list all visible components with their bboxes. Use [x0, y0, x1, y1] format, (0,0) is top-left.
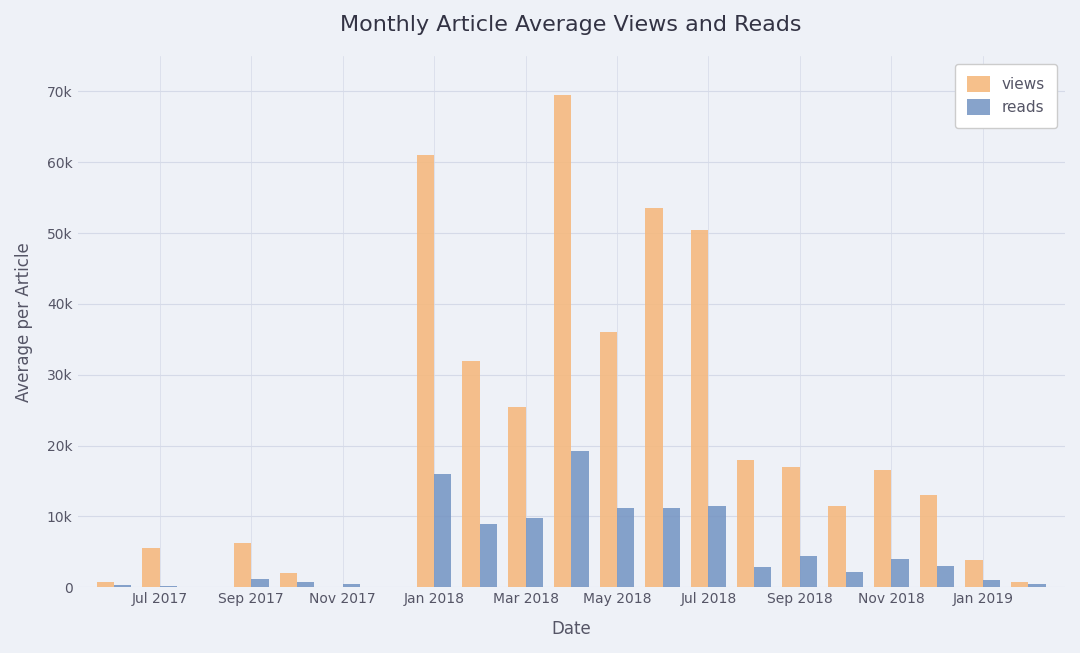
Bar [234, 543, 252, 587]
Bar [783, 467, 800, 587]
Y-axis label: Average per Article: Average per Article [15, 242, 33, 402]
Bar [509, 407, 526, 587]
Bar [919, 495, 937, 587]
Bar [280, 573, 297, 587]
Bar [417, 155, 434, 587]
Bar [891, 559, 908, 587]
Bar [663, 508, 680, 587]
Bar [297, 582, 314, 587]
Bar [97, 582, 114, 587]
Bar [754, 567, 771, 587]
X-axis label: Date: Date [552, 620, 591, 638]
Bar [252, 579, 269, 587]
Bar [599, 332, 617, 587]
Bar [480, 524, 497, 587]
Bar [617, 508, 634, 587]
Bar [691, 230, 708, 587]
Bar [160, 586, 177, 587]
Bar [983, 580, 1000, 587]
Bar [708, 506, 726, 587]
Bar [874, 470, 891, 587]
Bar [1028, 584, 1045, 587]
Bar [114, 585, 132, 587]
Bar [937, 566, 955, 587]
Bar [143, 548, 160, 587]
Bar [800, 556, 818, 587]
Title: Monthly Article Average Views and Reads: Monthly Article Average Views and Reads [340, 15, 802, 35]
Bar [966, 560, 983, 587]
Bar [737, 460, 754, 587]
Bar [1011, 582, 1028, 587]
Legend: views, reads: views, reads [955, 63, 1057, 128]
Bar [646, 208, 663, 587]
Bar [434, 474, 451, 587]
Bar [571, 451, 589, 587]
Bar [846, 571, 863, 587]
Bar [526, 518, 543, 587]
Bar [828, 506, 846, 587]
Bar [462, 360, 480, 587]
Bar [554, 95, 571, 587]
Bar [342, 584, 360, 587]
